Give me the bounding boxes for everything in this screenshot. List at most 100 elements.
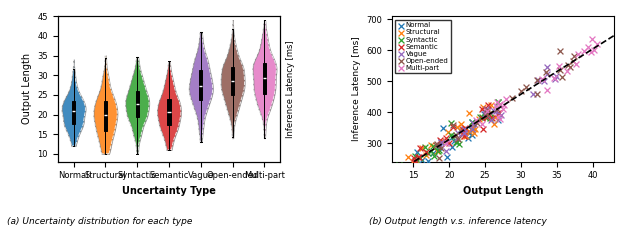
Structural xyxy=(468,124,479,128)
Y-axis label: Inference Latency [ms]: Inference Latency [ms] xyxy=(351,36,360,141)
Open-ended xyxy=(448,123,458,126)
Open-ended xyxy=(433,157,444,160)
Open-ended xyxy=(453,137,463,141)
Syntactic xyxy=(446,134,456,137)
Syntactic xyxy=(428,144,438,148)
Y-axis label: Output Length: Output Length xyxy=(22,53,32,125)
Normal xyxy=(492,118,502,122)
Normal xyxy=(442,155,452,158)
Syntactic xyxy=(484,116,495,119)
Open-ended xyxy=(432,142,442,146)
Multi-part xyxy=(582,45,593,49)
Vague xyxy=(529,92,539,96)
PathPatch shape xyxy=(199,70,202,100)
Syntactic xyxy=(485,111,495,115)
Vague xyxy=(542,65,552,68)
Normal xyxy=(458,128,468,132)
Syntactic xyxy=(454,142,465,146)
Vague xyxy=(452,132,463,135)
Vague xyxy=(459,131,469,135)
Structural xyxy=(410,162,420,166)
Syntactic xyxy=(449,135,460,138)
Open-ended xyxy=(492,107,502,110)
Semantic xyxy=(409,160,419,164)
Vague xyxy=(469,123,479,126)
Multi-part xyxy=(471,118,481,122)
Syntactic xyxy=(415,156,425,160)
Syntactic xyxy=(429,155,440,158)
Normal xyxy=(436,140,447,144)
Multi-part xyxy=(441,141,451,145)
Structural xyxy=(403,155,413,159)
Vague xyxy=(481,107,491,111)
Multi-part xyxy=(571,62,581,66)
Vague xyxy=(480,112,490,116)
Structural xyxy=(468,131,479,135)
Open-ended xyxy=(532,78,542,82)
Normal xyxy=(467,128,477,132)
Multi-part xyxy=(592,42,602,46)
Semantic xyxy=(444,141,454,144)
Multi-part xyxy=(492,101,502,104)
Structural xyxy=(456,122,466,126)
Vague xyxy=(491,109,501,113)
PathPatch shape xyxy=(136,91,139,117)
Open-ended xyxy=(482,111,492,115)
Structural xyxy=(461,134,471,138)
Vague xyxy=(550,74,561,77)
Semantic xyxy=(458,131,468,134)
Normal xyxy=(400,164,410,168)
Syntactic xyxy=(493,100,503,104)
Vague xyxy=(488,109,499,113)
Syntactic xyxy=(410,154,420,158)
Open-ended xyxy=(472,121,482,125)
Semantic xyxy=(494,111,504,115)
Vague xyxy=(468,121,478,125)
Multi-part xyxy=(541,88,552,92)
Structural xyxy=(435,139,445,143)
Structural xyxy=(426,143,436,147)
Vague xyxy=(459,127,469,131)
Syntactic xyxy=(426,150,436,153)
PathPatch shape xyxy=(72,101,75,124)
Multi-part xyxy=(589,48,599,52)
Multi-part xyxy=(498,107,508,111)
Semantic xyxy=(415,146,425,149)
Open-ended xyxy=(564,65,575,69)
Vague xyxy=(442,149,452,153)
Multi-part xyxy=(492,116,502,119)
Open-ended xyxy=(563,63,573,67)
Syntactic xyxy=(411,163,421,167)
Normal xyxy=(466,128,476,131)
Semantic xyxy=(460,126,470,130)
Normal xyxy=(417,158,427,162)
Normal xyxy=(463,136,473,140)
Vague xyxy=(486,118,497,122)
Multi-part xyxy=(501,97,511,101)
Multi-part xyxy=(537,77,547,81)
Structural xyxy=(464,129,474,133)
Semantic xyxy=(448,125,458,129)
Structural xyxy=(460,128,470,131)
Semantic xyxy=(414,155,424,159)
Vague xyxy=(495,113,506,117)
Open-ended xyxy=(569,54,579,58)
Vague xyxy=(539,79,549,83)
Semantic xyxy=(477,116,487,119)
Normal xyxy=(467,133,477,137)
Vague xyxy=(541,72,552,76)
Syntactic xyxy=(493,100,504,104)
Multi-part xyxy=(554,65,564,68)
Semantic xyxy=(458,128,468,132)
X-axis label: Output Length: Output Length xyxy=(463,186,543,196)
Syntactic xyxy=(475,115,485,119)
Normal xyxy=(479,112,490,116)
Y-axis label: Inference Latency [ms]: Inference Latency [ms] xyxy=(286,40,295,138)
Structural xyxy=(470,128,480,131)
Structural xyxy=(431,150,442,153)
Multi-part xyxy=(561,70,572,73)
Normal xyxy=(428,151,438,155)
Normal xyxy=(467,120,477,124)
Vague xyxy=(533,78,543,81)
Structural xyxy=(474,117,484,121)
